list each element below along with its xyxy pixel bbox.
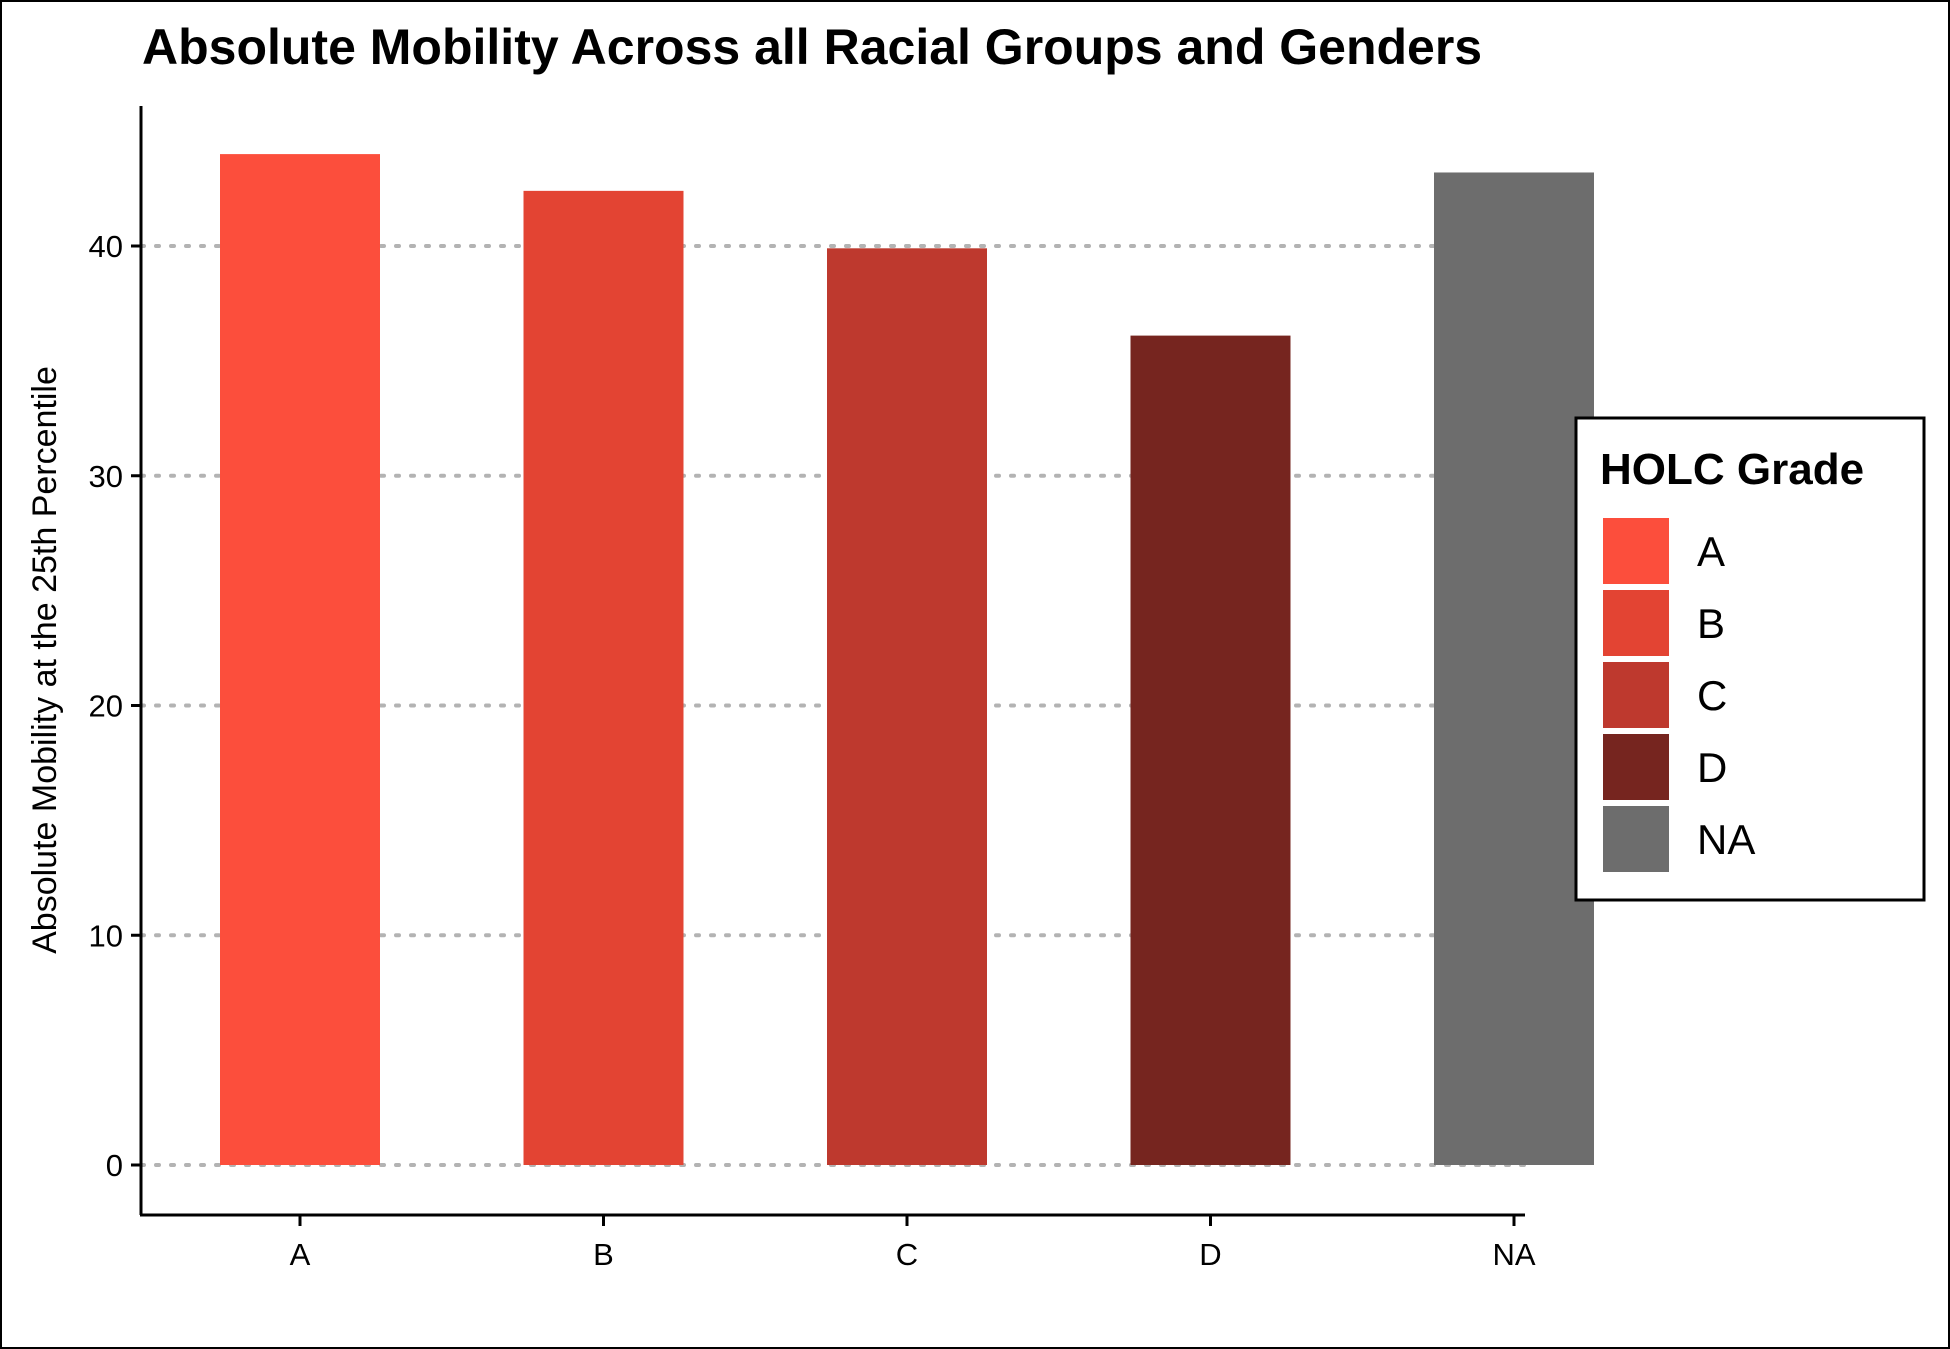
y-tick-label: 10 [89, 918, 123, 953]
legend-label: C [1697, 672, 1727, 719]
x-axis-ticks: A B C D NA [290, 1215, 1536, 1272]
x-tick-label: B [593, 1237, 614, 1272]
y-tick-label: 0 [106, 1148, 123, 1183]
legend-title: HOLC Grade [1600, 445, 1864, 494]
legend-swatch-d [1603, 734, 1669, 800]
bar-b [523, 190, 684, 1166]
legend-swatch-na [1603, 806, 1669, 872]
bar-d [1130, 335, 1291, 1165]
legend-label: D [1697, 744, 1727, 791]
bars [220, 154, 1594, 1166]
x-tick-label: C [896, 1237, 918, 1272]
legend-swatch-c [1603, 662, 1669, 728]
y-axis-ticks: 0 10 20 30 40 [89, 229, 141, 1183]
bar-c [827, 248, 987, 1166]
x-tick-label: A [290, 1237, 311, 1272]
x-tick-label: NA [1492, 1237, 1535, 1272]
y-tick-label: 30 [89, 459, 123, 494]
y-axis-label: Absolute Mobility at the 25th Percentile [26, 366, 64, 954]
legend-label: NA [1697, 816, 1755, 863]
bar-a [220, 154, 380, 1166]
chart-title: Absolute Mobility Across all Racial Grou… [142, 19, 1482, 75]
legend-swatch-b [1603, 590, 1669, 656]
legend-label: B [1697, 600, 1725, 647]
y-tick-label: 40 [89, 229, 123, 264]
legend-swatch-a [1603, 518, 1669, 584]
legend-label: A [1697, 528, 1725, 575]
y-tick-label: 20 [89, 689, 123, 724]
bar-na [1434, 172, 1594, 1166]
x-tick-label: D [1199, 1237, 1221, 1272]
